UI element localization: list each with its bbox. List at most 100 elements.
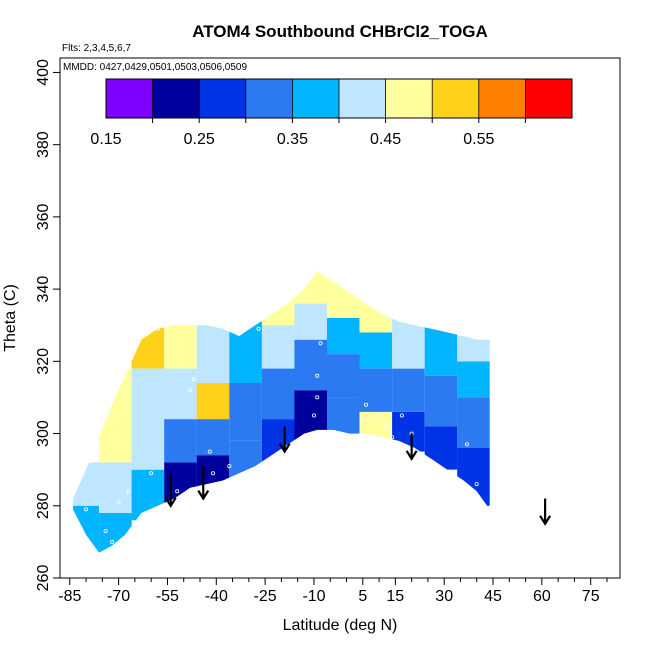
down-arrow-marker <box>197 466 210 501</box>
colorbar-swatch <box>339 79 386 118</box>
x-tick-label: 15 <box>386 588 404 605</box>
heatmap-cell <box>99 462 132 513</box>
sample-point <box>103 529 108 534</box>
colorbar-swatch <box>385 79 433 118</box>
colorbar-swatch <box>152 79 200 118</box>
sample-point <box>110 539 115 544</box>
heatmap-cell <box>327 318 360 355</box>
sample-point <box>207 449 212 454</box>
sample-point <box>227 464 232 469</box>
heatmap-cell <box>457 397 490 448</box>
sample-points <box>84 326 492 544</box>
dates-label: MMDD: 0427,0429,0501,0503,0506,0509 <box>63 62 247 73</box>
sample-point <box>474 482 479 487</box>
x-tick-label: -25 <box>254 588 277 605</box>
sample-point <box>377 413 382 418</box>
plot-frame <box>59 57 621 579</box>
sample-point <box>360 417 365 422</box>
x-tick-label: 30 <box>435 588 453 605</box>
sample-point <box>84 507 89 512</box>
colorbar-swatch <box>292 79 339 118</box>
heatmap-cell <box>196 383 230 420</box>
colorbar-tick-label: 0.25 <box>184 131 215 148</box>
colorbar-swatch <box>525 79 572 118</box>
colorbar-tick-label: 0.55 <box>463 131 494 148</box>
heatmap-cell <box>359 332 393 369</box>
sample-point <box>464 442 469 447</box>
x-tick-label: -85 <box>58 588 81 605</box>
heatmap-cell <box>424 325 458 376</box>
y-tick-label: 380 <box>35 131 52 158</box>
colorbar-swatch <box>199 79 246 118</box>
x-axis-label: Latitude (deg N) <box>283 617 398 634</box>
heatmap-cell <box>294 303 327 340</box>
sample-point <box>116 500 121 505</box>
heatmap-cell <box>196 321 230 383</box>
y-tick-label: 360 <box>35 203 52 230</box>
y-axis-label: Theta (C) <box>2 284 19 352</box>
colorbar-swatch <box>245 79 293 118</box>
heatmap-cell <box>327 354 360 398</box>
heatmap-cell <box>392 318 425 369</box>
sample-point <box>210 471 215 476</box>
heatmap-cell <box>196 419 230 456</box>
x-tick-label: -55 <box>156 588 179 605</box>
sample-point <box>399 413 404 418</box>
y-tick-label: 320 <box>35 348 52 375</box>
heatmap-cell <box>359 368 393 412</box>
y-tick-label: 300 <box>35 420 52 447</box>
heatmap-cell <box>261 325 295 369</box>
heatmap-cell <box>131 419 165 470</box>
sample-point <box>390 435 395 440</box>
heatmap-cell <box>164 419 197 463</box>
sample-point <box>149 471 154 476</box>
down-arrow-marker <box>405 433 418 461</box>
heatmap-cell <box>131 368 165 420</box>
heatmap-cell <box>164 321 197 369</box>
sample-point <box>256 326 261 331</box>
y-axis: 260 280 300 320 340 360 380 400 <box>35 59 60 591</box>
sample-point <box>155 326 160 331</box>
sample-point <box>188 388 193 393</box>
y-tick-label: 340 <box>35 276 52 303</box>
flights-label: Flts: 2,3,4,5,6,7 <box>62 43 131 54</box>
down-arrow-marker <box>164 473 177 508</box>
down-arrow-marker <box>278 426 291 454</box>
heatmap-cell <box>294 339 327 391</box>
sample-point <box>126 489 131 494</box>
down-arrow-marker <box>539 498 552 526</box>
x-tick-label: -10 <box>302 588 325 605</box>
y-tick-label: 400 <box>35 59 52 86</box>
x-tick-label: -70 <box>107 588 130 605</box>
heatmap-cell <box>457 336 490 362</box>
sample-point <box>315 395 320 400</box>
sample-point <box>175 489 180 494</box>
x-tick-label: 60 <box>533 588 551 605</box>
heatmap-cell <box>229 383 262 441</box>
heatmap-cell <box>457 361 490 398</box>
x-tick-label: 75 <box>582 588 600 605</box>
heatmap-cell <box>392 368 425 412</box>
chart-title: ATOM4 Southbound CHBrCl2_TOGA <box>192 22 488 41</box>
y-tick-label: 280 <box>35 492 52 519</box>
sample-point <box>311 413 316 418</box>
y-tick-label: 260 <box>35 565 52 592</box>
colorbar-swatch <box>106 79 153 118</box>
colorbar-tick-label: 0.45 <box>370 131 401 148</box>
colorbar-tick-label: 0.35 <box>277 131 308 148</box>
x-axis: -85 -70 -55 -40 -25 -10 5 15 30 45 60 75 <box>58 578 608 605</box>
sample-point <box>318 341 323 346</box>
heatmap-cell <box>164 368 197 420</box>
sample-point <box>315 373 320 378</box>
sample-point <box>363 402 368 407</box>
heatmap-cell <box>424 375 458 427</box>
colorbar-swatch <box>478 79 526 118</box>
sample-point <box>383 424 388 429</box>
x-tick-label: 45 <box>484 588 502 605</box>
x-tick-label: 5 <box>358 588 367 605</box>
arrow-markers <box>164 426 552 526</box>
colorbar-swatch <box>432 79 479 118</box>
x-tick-label: -40 <box>205 588 228 605</box>
sample-point <box>487 507 492 512</box>
